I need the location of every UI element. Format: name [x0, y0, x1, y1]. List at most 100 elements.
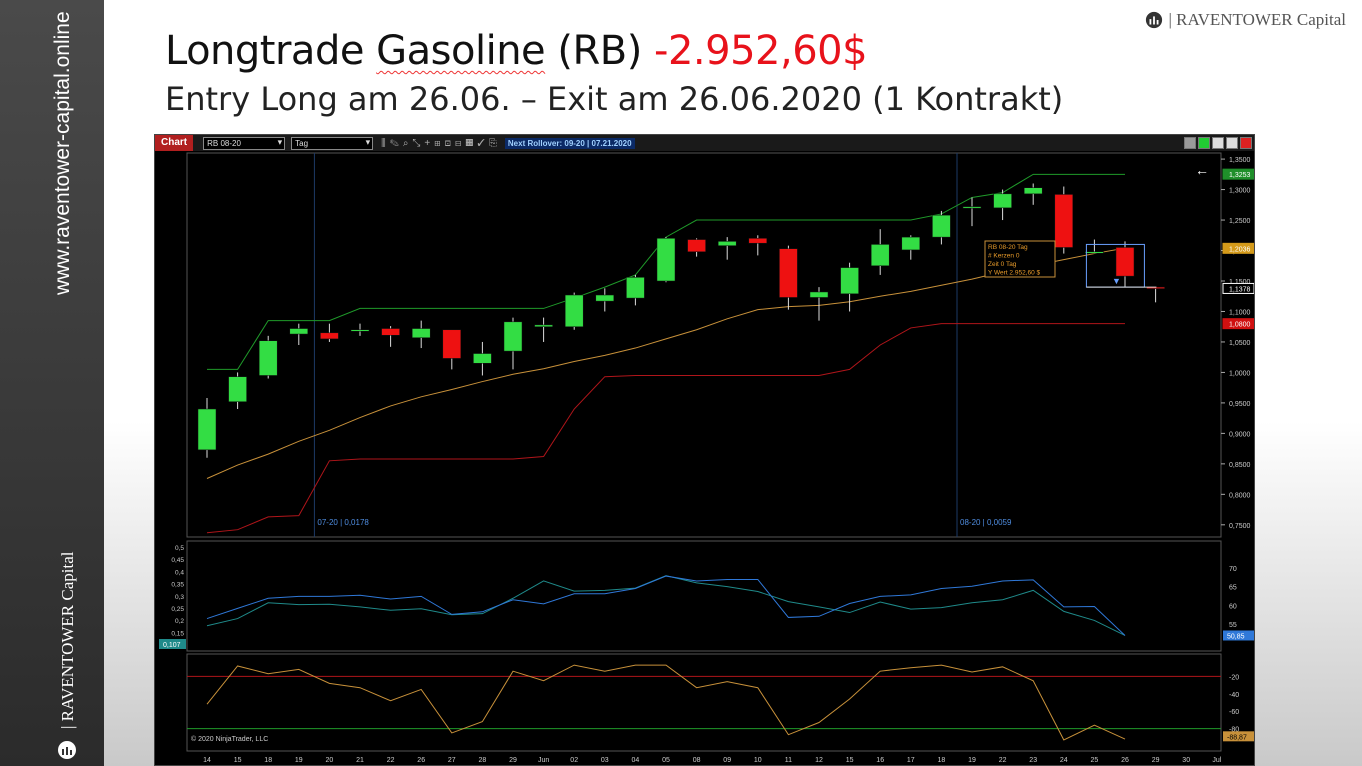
link-button[interactable]	[1198, 137, 1210, 149]
candle-body	[258, 340, 278, 376]
chart-tab[interactable]: Chart	[155, 135, 194, 151]
y-tick-label: 0,8000	[1229, 492, 1251, 499]
title-commodity: Gasoline	[376, 28, 546, 74]
candle-body	[564, 294, 584, 327]
indicator1-right-badge-label: 50,85	[1227, 633, 1245, 640]
left-sidebar: www.raventower-capital.online | RAVENTOW…	[0, 0, 104, 766]
candle-body	[473, 353, 492, 364]
indicator2-right-badge-label: -88,87	[1227, 734, 1247, 741]
indicator1-left-badge-label: 0,107	[163, 642, 181, 649]
price-marker	[1222, 282, 1254, 294]
candle-body	[350, 329, 370, 332]
indicator1-left-tick: 0,15	[171, 630, 184, 637]
price-marker	[1222, 168, 1254, 180]
indicator1-left-badge	[159, 639, 186, 649]
candle-body	[840, 267, 859, 295]
candle-body	[503, 321, 523, 352]
close-button[interactable]	[1240, 137, 1252, 149]
candle-body	[381, 328, 400, 336]
x-tick-label: 18	[264, 757, 272, 764]
maximize-button[interactable]	[1226, 137, 1238, 149]
x-tick-label: 30	[1182, 757, 1190, 764]
candle-body	[1023, 187, 1043, 195]
indicator2-right-tick: -20	[1229, 674, 1239, 681]
top-brand: | RAVENTOWER Capital	[1145, 10, 1346, 30]
x-tick-label: 24	[1060, 757, 1068, 764]
x-tick-label: Jul	[1212, 757, 1221, 764]
x-tick-label: 19	[295, 757, 303, 764]
x-tick-label: 26	[417, 757, 425, 764]
y-tick-label: 0,8500	[1229, 462, 1251, 469]
x-tick-label: 26	[1121, 757, 1129, 764]
candle-body	[748, 238, 768, 244]
x-tick-label: 05	[662, 757, 670, 764]
candle-body	[1085, 251, 1104, 254]
y-tick-label: 1,0000	[1229, 370, 1251, 377]
x-tick-label: 29	[509, 757, 517, 764]
y-tick-label: 0,7500	[1229, 523, 1251, 530]
indicator1-left-tick: 0,2	[175, 618, 184, 625]
y-tick-label: 1,3500	[1229, 157, 1251, 164]
candle-body	[411, 328, 431, 338]
candle-body	[901, 236, 921, 251]
indicator1-left-tick: 0,25	[171, 606, 184, 613]
website-url[interactable]: www.raventower-capital.online	[51, 11, 74, 295]
y-tick-label: 0,9500	[1229, 401, 1251, 408]
y-tick-label: 0,9000	[1229, 431, 1251, 438]
x-tick-label: 11	[785, 757, 792, 764]
indicator1-right-tick: 60	[1229, 603, 1237, 610]
panel-frame	[186, 152, 1222, 538]
indicator2-right-tick: -60	[1229, 709, 1239, 716]
tooltip-line: # Kerzen 0	[988, 253, 1020, 260]
x-tick-label: 27	[448, 757, 456, 764]
candle-body	[1115, 247, 1135, 277]
copyright-label: © 2020 NinjaTrader, LLC	[191, 735, 268, 743]
window-controls	[1184, 137, 1252, 149]
moving-average-line	[206, 247, 1126, 479]
candle-body	[687, 239, 706, 252]
tooltip-line: RB 08-20 Tag	[988, 244, 1028, 251]
candle-body	[595, 294, 615, 302]
x-tick-label: 20	[326, 757, 334, 764]
indicator2-line	[206, 664, 1126, 741]
indicator1-right-tick: 55	[1229, 622, 1237, 629]
price-marker	[1222, 242, 1254, 254]
candle-body	[717, 241, 737, 246]
instrument-select[interactable]: RB 08-20	[203, 136, 286, 150]
indicator1-left-tick: 0,4	[175, 569, 184, 576]
toolbar-tools-icon[interactable]: ⫼✎⌕⤡+⊞⊡⊟▦✓⎘	[381, 137, 501, 149]
y-tick-label: 1,2500	[1229, 218, 1251, 225]
indicator1-left-tick: 0,5	[175, 545, 184, 552]
candle-body	[197, 408, 217, 451]
indicator1-left-tick: 0,3	[175, 594, 184, 601]
x-tick-label: 22	[387, 757, 395, 764]
title-pnl: -2.952,60$	[654, 28, 868, 74]
timeframe-select[interactable]: Tag	[291, 136, 374, 150]
x-tick-label: 15	[846, 757, 854, 764]
lower-channel-line	[206, 323, 1125, 534]
x-tick-label: 04	[632, 757, 640, 764]
candle-body	[656, 238, 676, 282]
indicator1-left-tick: 0,45	[171, 557, 184, 564]
x-tick-label: 23	[1029, 757, 1037, 764]
y-tick-label: 1,1000	[1229, 309, 1251, 316]
candle-body	[932, 214, 951, 238]
x-tick-label: 17	[907, 757, 915, 764]
minimize-button[interactable]	[1212, 137, 1224, 149]
indicator1-left-tick: 0,35	[171, 582, 184, 589]
x-tick-label: Jun	[538, 757, 549, 764]
price-marker-label: 1,0800	[1229, 322, 1251, 329]
tooltip-line: Zeit 0 Tag	[988, 261, 1017, 268]
chart-window: Chart RB 08-20 Tag ⫼✎⌕⤡+⊞⊡⊟▦✓⎘ Next Roll…	[154, 134, 1255, 766]
x-tick-label: 02	[570, 757, 578, 764]
indicator2-right-badge	[1223, 731, 1254, 742]
panel-frame	[186, 653, 1222, 752]
candle-body	[626, 277, 645, 299]
color-button[interactable]	[1184, 137, 1196, 149]
candle-body	[993, 193, 1012, 209]
rollover-badge: Next Rollover: 09-20 | 07.21.2020	[504, 137, 635, 149]
rollover-label: 08-20 | 0,0059	[960, 518, 1012, 527]
candle-body	[1054, 194, 1074, 248]
indicator1-right-tick: 65	[1229, 585, 1237, 592]
title-main: Longtrade	[165, 28, 377, 74]
